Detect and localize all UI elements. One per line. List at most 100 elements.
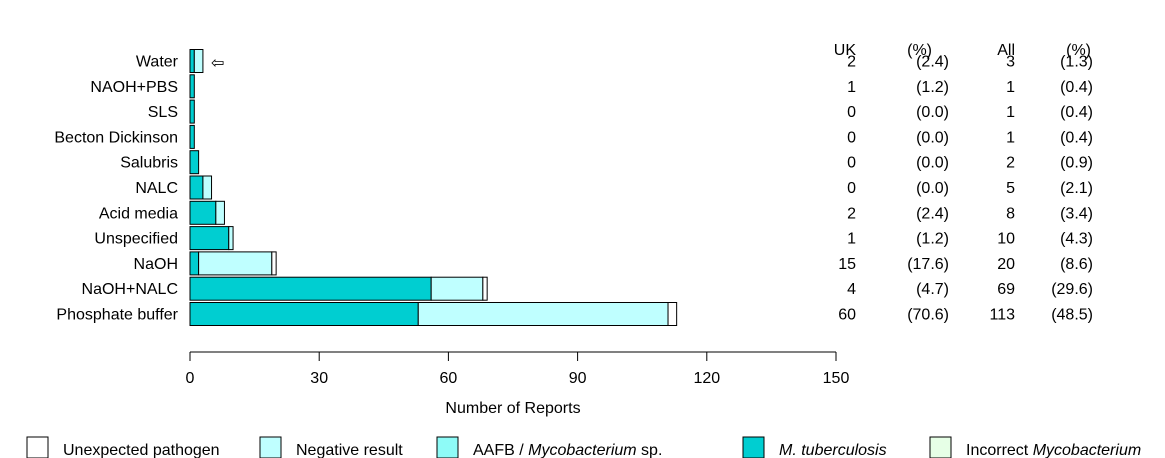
bar-naoh-nalc-s2	[430, 276, 484, 301]
x-tick-label: 0	[186, 370, 195, 387]
table-cell: (4.3)	[1060, 231, 1093, 248]
x-tick-label: 120	[693, 370, 720, 387]
bar-unspecified-s2	[228, 226, 234, 251]
table-cell: 4	[847, 281, 856, 298]
annotation-arrow-icon: ⇦	[211, 55, 224, 72]
table-cell: (29.6)	[1051, 281, 1093, 298]
table-cell: (2.4)	[916, 54, 949, 71]
table-header: (%)	[907, 42, 932, 59]
category-label: Water	[136, 54, 179, 71]
table-cell: 15	[838, 256, 856, 273]
category-label: NALC	[135, 180, 178, 197]
bar-becton-dickinson-s0	[189, 124, 195, 149]
table-cell: 3	[1006, 54, 1015, 71]
table-cell: 2	[1006, 155, 1015, 172]
legend-swatch	[929, 436, 952, 458]
table-cell: (2.1)	[1060, 180, 1093, 197]
table-header: UK	[834, 42, 857, 59]
table-cell: (70.6)	[907, 307, 949, 324]
table-cell: 113	[989, 307, 1015, 324]
table-cell: (1.2)	[916, 231, 949, 248]
table-cell: (0.4)	[1060, 104, 1093, 121]
table-header: All	[997, 42, 1015, 59]
legend: Unexpected pathogen Negative result AAFB /…	[26, 436, 1141, 458]
table-cell: (17.6)	[907, 256, 949, 273]
legend-label: M. tuberculosis	[779, 442, 887, 458]
category-label: Unspecified	[94, 231, 178, 248]
category-label: Phosphate buffer	[56, 307, 178, 324]
bar-phosphate-buffer-s2	[417, 302, 669, 326]
bar-unspecified-s0	[189, 226, 230, 251]
table-cell: 2	[847, 54, 856, 71]
table-cell: 1	[1006, 129, 1015, 146]
legend-swatch	[742, 436, 765, 458]
bar-water-s2	[193, 49, 204, 73]
bar-naoh-pbs-s0	[189, 74, 195, 99]
category-label: SLS	[148, 104, 178, 121]
bar-acid-media-s0	[189, 200, 217, 225]
table-cell: 69	[997, 281, 1015, 298]
table-cell: (1.3)	[1060, 54, 1093, 71]
category-label: NaOH	[134, 256, 178, 273]
legend-swatch	[436, 436, 459, 458]
category-label: NAOH+PBS	[90, 79, 178, 96]
table-cell: 5	[1006, 180, 1015, 197]
table-cell: 1	[1006, 79, 1015, 96]
bar-nalc-s0	[189, 175, 204, 200]
x-axis: 0 30 60 90 120 150	[186, 351, 850, 387]
table-cell: (3.4)	[1060, 205, 1093, 222]
bar-phosphate-buffer-s4	[667, 302, 678, 326]
bar-nalc-s2	[202, 175, 213, 200]
x-axis-label: Number of Reports	[445, 400, 580, 417]
x-tick-label: 150	[823, 370, 850, 387]
table-cell: (0.0)	[916, 129, 949, 146]
bar-naoh-s2	[198, 251, 273, 276]
table-cell: (0.0)	[916, 104, 949, 121]
table-cell: 60	[838, 307, 856, 324]
bar-naoh-s4	[271, 251, 277, 276]
table-cell: (1.2)	[916, 79, 949, 96]
table-cell: 1	[847, 231, 856, 248]
table-cell: 0	[847, 104, 856, 121]
table-cell: 0	[847, 129, 856, 146]
bar-naoh-nalc-s0	[189, 276, 432, 301]
table-cell: 1	[847, 79, 856, 96]
table-cell: 8	[1006, 205, 1015, 222]
legend-swatch	[26, 436, 49, 458]
table-cell: (8.6)	[1060, 256, 1093, 273]
table-cell: (0.9)	[1060, 155, 1093, 172]
table-cell: 0	[847, 155, 856, 172]
table-cell: (0.4)	[1060, 129, 1093, 146]
table-cell: (2.4)	[916, 205, 949, 222]
bar-naoh-s0	[189, 251, 200, 276]
legend-label: Incorrect Mycobacterium	[966, 442, 1141, 458]
category-labels: Water NAOH+PBS SLS Becton Dickinson Salubris…	[54, 54, 178, 324]
legend-label: AAFB / Mycobacterium sp.	[473, 442, 662, 458]
bar-sls-s0	[189, 99, 195, 124]
bar-naoh-nalc-s4	[482, 276, 488, 301]
bar-salubris-s0	[189, 150, 200, 175]
legend-label: Unexpected pathogen	[63, 442, 220, 458]
legend-swatch	[259, 436, 282, 458]
table-cell: (0.4)	[1060, 79, 1093, 96]
table-cell: 1	[1006, 104, 1015, 121]
table-cell: 2	[847, 205, 856, 222]
bars-group	[189, 49, 678, 326]
bar-acid-media-s2	[215, 200, 225, 225]
bar-water-s0	[189, 49, 195, 73]
legend-label: Negative result	[296, 442, 403, 458]
x-tick-label: 90	[569, 370, 587, 387]
x-tick-label: 60	[440, 370, 458, 387]
table-cell: 0	[847, 180, 856, 197]
table-header: (%)	[1066, 42, 1091, 59]
x-tick-label: 30	[310, 370, 328, 387]
category-label: Salubris	[120, 155, 178, 172]
category-label: Acid media	[99, 205, 178, 222]
table-cell: 10	[997, 231, 1015, 248]
counts-table: UK (%) All (%) 2 (2.4) 3 (1.3) 1 (1.2) 1 (0.4) 0 (0.0…	[834, 42, 1093, 324]
table-cell: 20	[997, 256, 1015, 273]
annotation-group: ⇦	[211, 55, 224, 72]
table-cell: (4.7)	[916, 281, 949, 298]
table-cell: (0.0)	[916, 155, 949, 172]
